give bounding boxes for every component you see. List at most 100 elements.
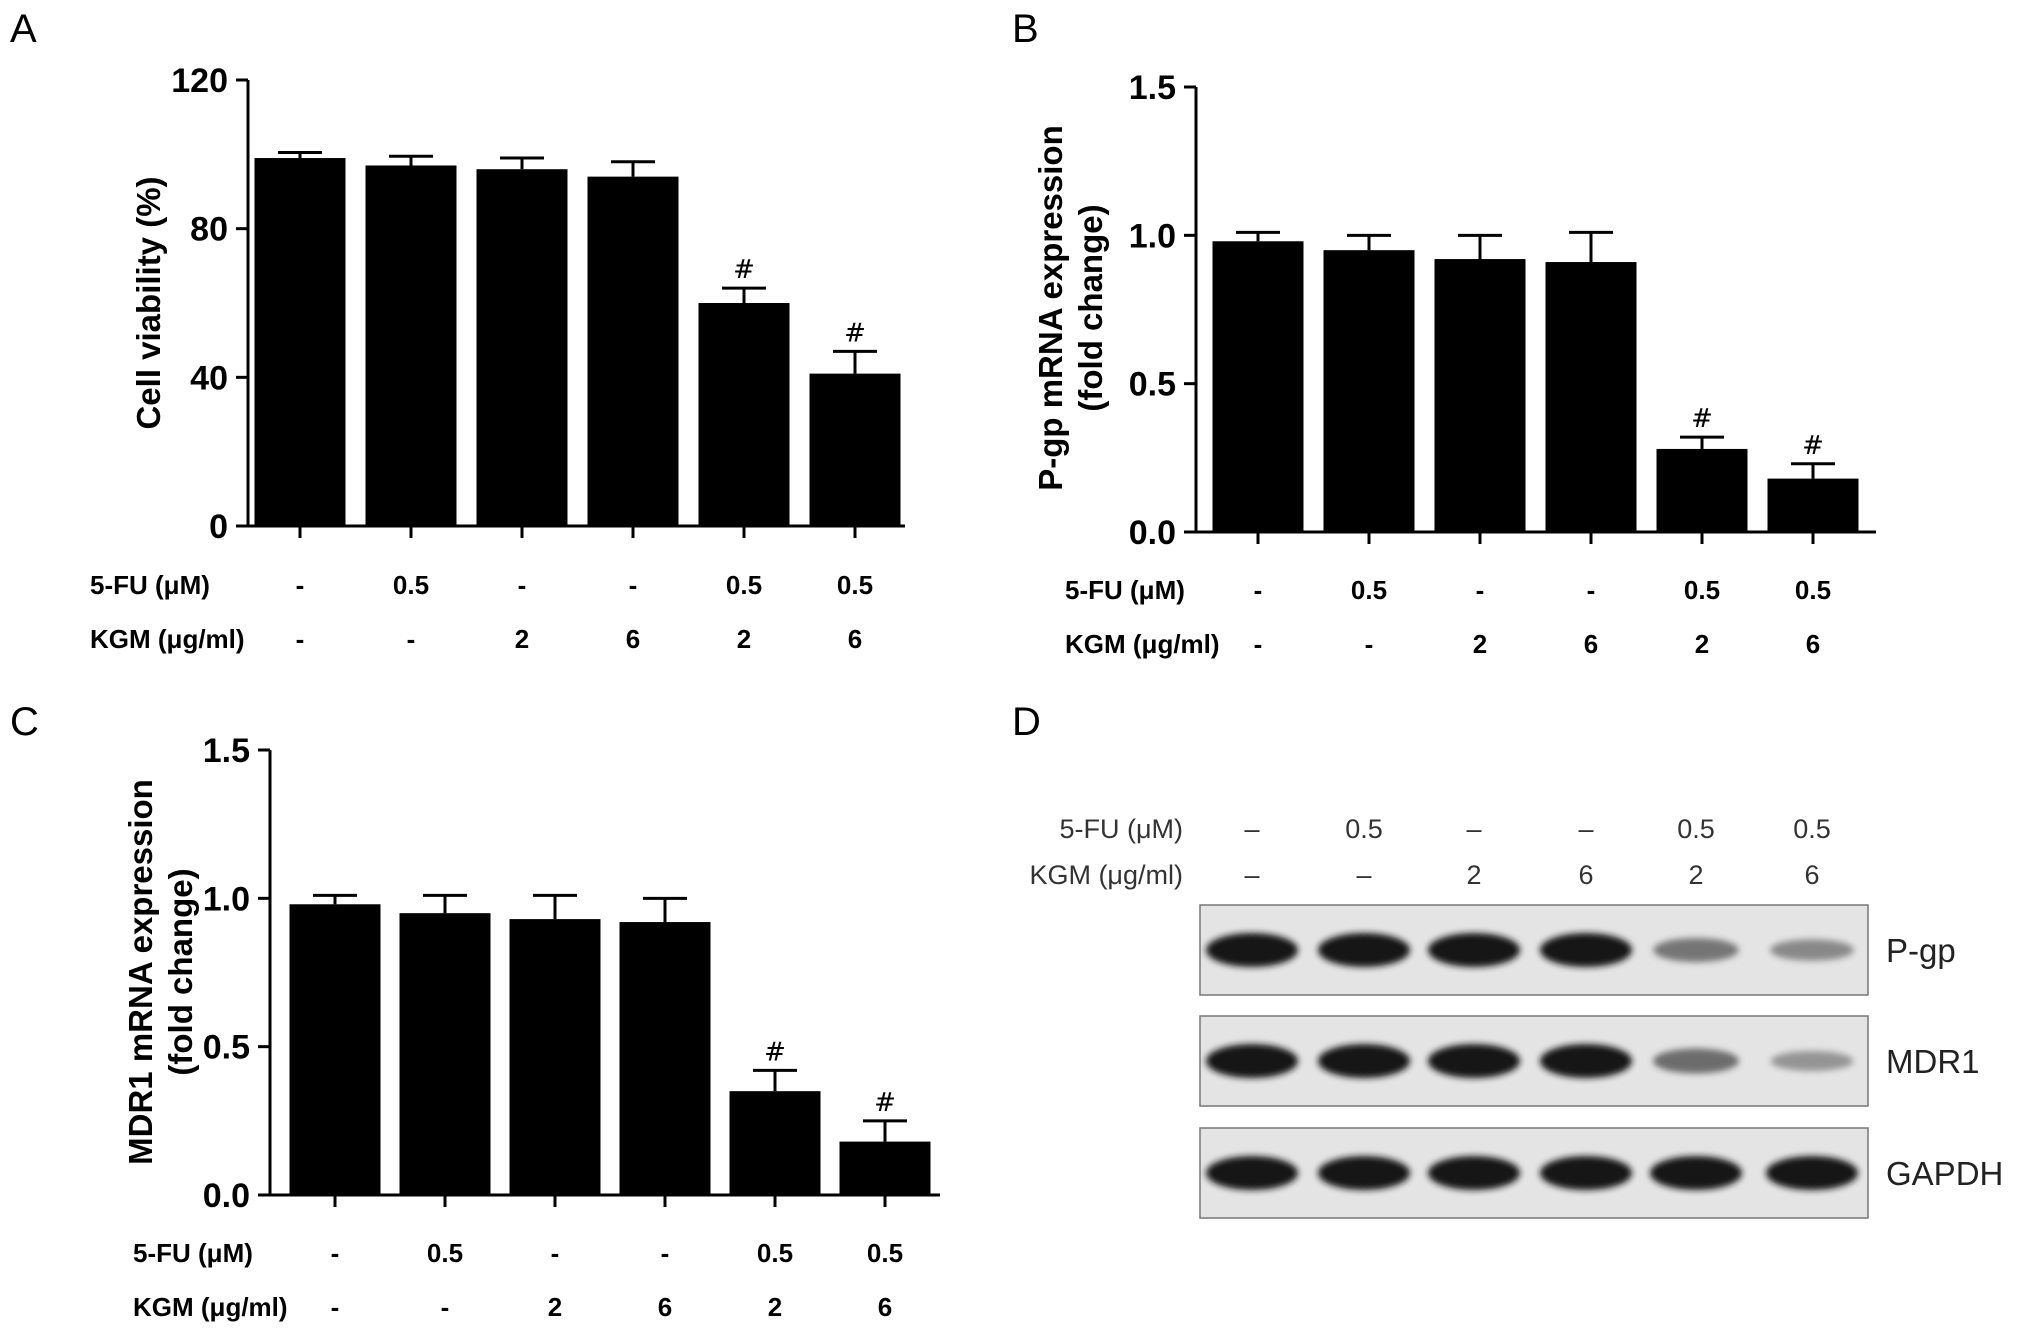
condition-value-5fu: 0.5 <box>393 570 429 600</box>
condition-value-5fu: 0.5 <box>1684 575 1720 605</box>
bar <box>729 1091 821 1195</box>
panel-letter-b: B <box>1012 7 1039 51</box>
y-tick-label: 0.0 <box>1129 514 1176 552</box>
condition-value-kgm: - <box>407 624 416 654</box>
condition-value-5fu: 0.5 <box>427 1238 463 1268</box>
condition-value-kgm: - <box>441 1292 450 1322</box>
y-tick-label: 1.5 <box>203 732 250 770</box>
chart-mdr1-mrna: 0.0 0.5 1.0 1.5 MDR1 mRNA expression (fold ch… <box>122 732 940 1322</box>
y-axis-title-line: (fold change) <box>1072 204 1109 411</box>
blot-label-p-gp: P-gp <box>1886 932 1956 969</box>
blot-value-5fu: 0.5 <box>1793 814 1831 844</box>
blot-value-kgm: 2 <box>1688 860 1703 890</box>
bar <box>1323 250 1415 532</box>
condition-value-kgm: 6 <box>658 1292 672 1322</box>
condition-value-kgm: - <box>296 624 305 654</box>
blot-value-5fu: – <box>1466 814 1481 844</box>
y-axis-title-line: MDR1 mRNA expression <box>122 779 159 1165</box>
y-tick-label: 0.5 <box>203 1029 250 1067</box>
panel-letter-a: A <box>10 7 37 51</box>
y-axis-title: Cell viability (%) <box>130 176 167 429</box>
bar <box>587 176 679 526</box>
bar <box>254 158 346 527</box>
condition-value-kgm: 2 <box>768 1292 782 1322</box>
condition-value-kgm: 6 <box>1584 629 1598 659</box>
y-tick-label: 80 <box>190 211 228 249</box>
condition-value-kgm: 6 <box>878 1292 892 1322</box>
significance-mark: # <box>764 1037 786 1067</box>
bar <box>289 904 381 1195</box>
blot-value-5fu: 0.5 <box>1345 814 1383 844</box>
blot-band <box>1318 1156 1410 1190</box>
condition-value-5fu: - <box>1254 575 1263 605</box>
blot-band <box>1428 933 1520 967</box>
blot-band <box>1318 1044 1410 1078</box>
condition-value-kgm: 2 <box>548 1292 562 1322</box>
bar <box>1767 478 1859 532</box>
blot-band <box>1653 937 1739 963</box>
condition-label-kgm: KGM (μg/ml) <box>1065 629 1220 659</box>
blot-membrane-gapdh <box>1199 1127 1869 1219</box>
chart-pgp-mrna: 0.0 0.5 1.0 1.5 P-gp mRNA expression (fold ch… <box>1032 69 1876 659</box>
condition-label-5fu: 5-FU (μM) <box>90 570 210 600</box>
significance-mark: # <box>1802 431 1824 461</box>
blot-band <box>1428 1156 1520 1190</box>
condition-value-5fu: - <box>661 1238 670 1268</box>
blot-membrane-p-gp <box>1199 904 1869 996</box>
condition-label-kgm: KGM (μg/ml) <box>90 624 245 654</box>
condition-value-kgm: - <box>1254 629 1263 659</box>
significance-mark: # <box>733 255 755 285</box>
y-tick-label: 0.5 <box>1129 366 1176 404</box>
panel-letter-c: C <box>10 700 39 744</box>
blot-band <box>1540 933 1632 967</box>
y-axis-title-line: P-gp mRNA expression <box>1032 125 1069 491</box>
blot-label-mdr1: MDR1 <box>1886 1043 1980 1080</box>
condition-value-kgm: 6 <box>848 624 862 654</box>
blot-value-kgm: 6 <box>1804 860 1819 890</box>
condition-value-5fu: - <box>1587 575 1596 605</box>
condition-value-5fu: - <box>629 570 638 600</box>
blot-band <box>1428 1044 1520 1078</box>
y-tick-label: 120 <box>171 62 228 100</box>
bar <box>1434 259 1526 532</box>
blot-value-5fu: 0.5 <box>1677 814 1715 844</box>
bar <box>839 1141 931 1195</box>
condition-value-kgm: 2 <box>1473 629 1487 659</box>
significance-mark: # <box>1691 404 1713 434</box>
significance-mark: # <box>844 318 866 348</box>
blot-band <box>1206 1156 1298 1190</box>
condition-value-kgm: - <box>331 1292 340 1322</box>
y-tick-label: 0.0 <box>203 1177 250 1215</box>
blot-condition-label-kgm: KGM (μg/ml) <box>1029 860 1183 890</box>
bar <box>809 373 901 526</box>
condition-value-kgm: 6 <box>1806 629 1820 659</box>
bar <box>476 169 568 526</box>
condition-value-5fu: 0.5 <box>757 1238 793 1268</box>
blot-label-gapdh: GAPDH <box>1886 1155 2003 1192</box>
y-tick-label: 1.5 <box>1129 69 1176 107</box>
blot-band <box>1540 1044 1632 1078</box>
condition-value-5fu: 0.5 <box>726 570 762 600</box>
blot-band <box>1766 1156 1858 1190</box>
condition-value-5fu: - <box>1476 575 1485 605</box>
condition-label-5fu: 5-FU (μM) <box>133 1238 253 1268</box>
y-tick-label: 40 <box>190 359 228 397</box>
condition-value-5fu: 0.5 <box>867 1238 903 1268</box>
panel-letter-d: D <box>1012 700 1041 744</box>
blot-band <box>1653 1048 1739 1074</box>
y-tick-label: 0 <box>209 508 228 546</box>
condition-label-kgm: KGM (μg/ml) <box>133 1292 288 1322</box>
blot-value-kgm: 2 <box>1466 860 1481 890</box>
y-axis-title-line: (fold change) <box>162 868 199 1075</box>
condition-value-5fu: - <box>331 1238 340 1268</box>
significance-mark: # <box>874 1088 896 1118</box>
condition-value-kgm: 2 <box>737 624 751 654</box>
blot-band <box>1206 933 1298 967</box>
blot-membrane-mdr1 <box>1199 1015 1869 1107</box>
blot-condition-label-5fu: 5-FU (μM) <box>1059 814 1183 844</box>
bar <box>509 919 601 1195</box>
bar <box>1212 241 1304 532</box>
condition-value-kgm: 2 <box>515 624 529 654</box>
blot-value-kgm: 6 <box>1578 860 1593 890</box>
